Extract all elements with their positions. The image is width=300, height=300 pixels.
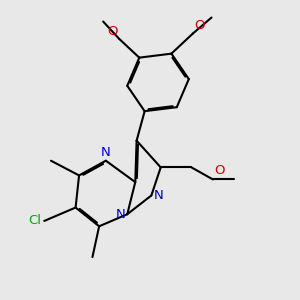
Text: O: O xyxy=(107,25,118,38)
Text: N: N xyxy=(101,146,111,159)
Text: O: O xyxy=(194,19,205,32)
Text: O: O xyxy=(214,164,225,177)
Text: Cl: Cl xyxy=(28,214,42,227)
Text: N: N xyxy=(154,189,163,202)
Text: N: N xyxy=(116,208,125,221)
